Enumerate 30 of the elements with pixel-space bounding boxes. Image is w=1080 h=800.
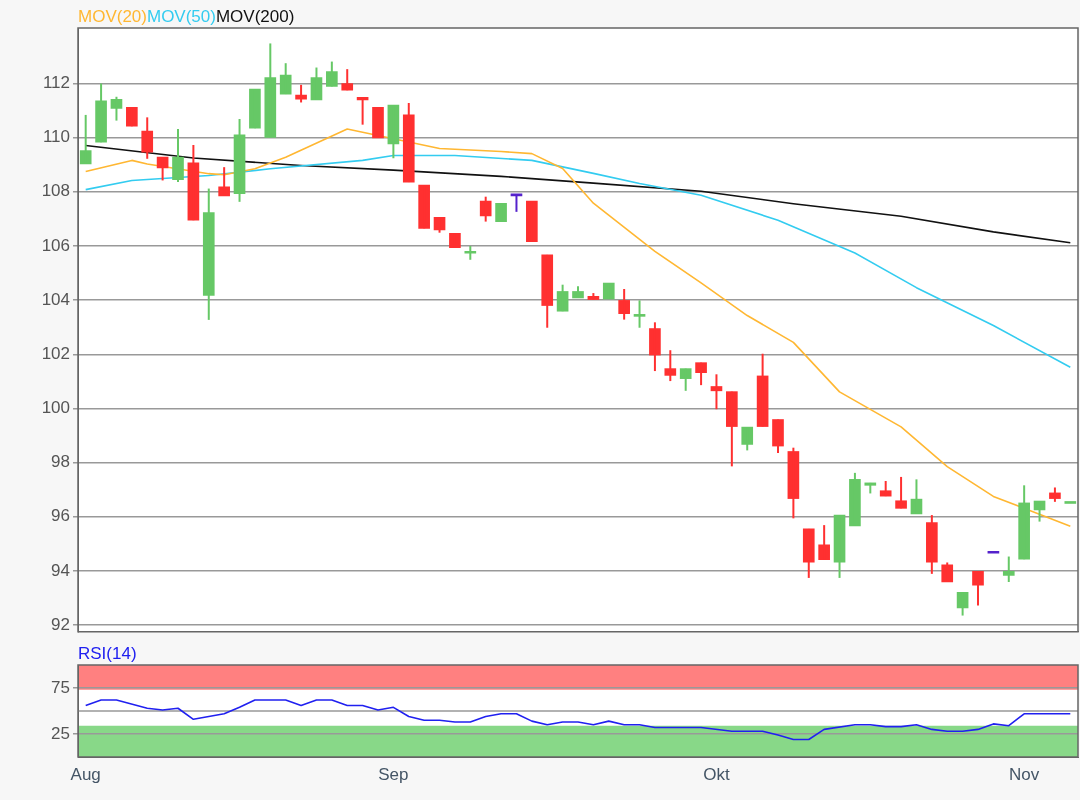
candlestick <box>695 361 707 387</box>
text: MOV(200) <box>215 7 295 27</box>
y-tick-label: 106 <box>41 235 70 255</box>
y-tick-label: 102 <box>41 343 70 363</box>
x-tick-label: Nov <box>1009 764 1040 784</box>
y-tick-label: 100 <box>41 398 70 418</box>
y-tick-label: 98 <box>51 452 70 472</box>
y-tick-label: 92 <box>51 614 70 634</box>
x-tick-label: Aug <box>70 764 101 784</box>
candlestick <box>1002 555 1015 583</box>
y-tick-label: 75 <box>51 677 70 697</box>
text: RSI(14) <box>78 644 137 664</box>
candlestick <box>341 68 354 92</box>
y-tick-label: 108 <box>41 181 70 201</box>
y-tick-label: 94 <box>51 560 70 580</box>
candlestick <box>326 60 338 88</box>
y-tick-label: 110 <box>42 127 70 147</box>
candlestick <box>295 83 307 104</box>
y-tick-label: 112 <box>42 73 70 93</box>
text: MOV(20) <box>78 7 147 27</box>
candlestick <box>464 244 477 261</box>
candlestick <box>895 475 907 510</box>
y-tick-label: 96 <box>51 506 70 526</box>
text: MOV(50) <box>146 7 216 27</box>
y-tick-label: 104 <box>41 289 70 309</box>
x-tick-label: Okt <box>703 764 730 784</box>
candlestick <box>664 349 677 383</box>
x-tick-label: Sep <box>378 764 409 784</box>
candlestick <box>679 367 692 392</box>
y-tick-label: 25 <box>51 723 70 743</box>
